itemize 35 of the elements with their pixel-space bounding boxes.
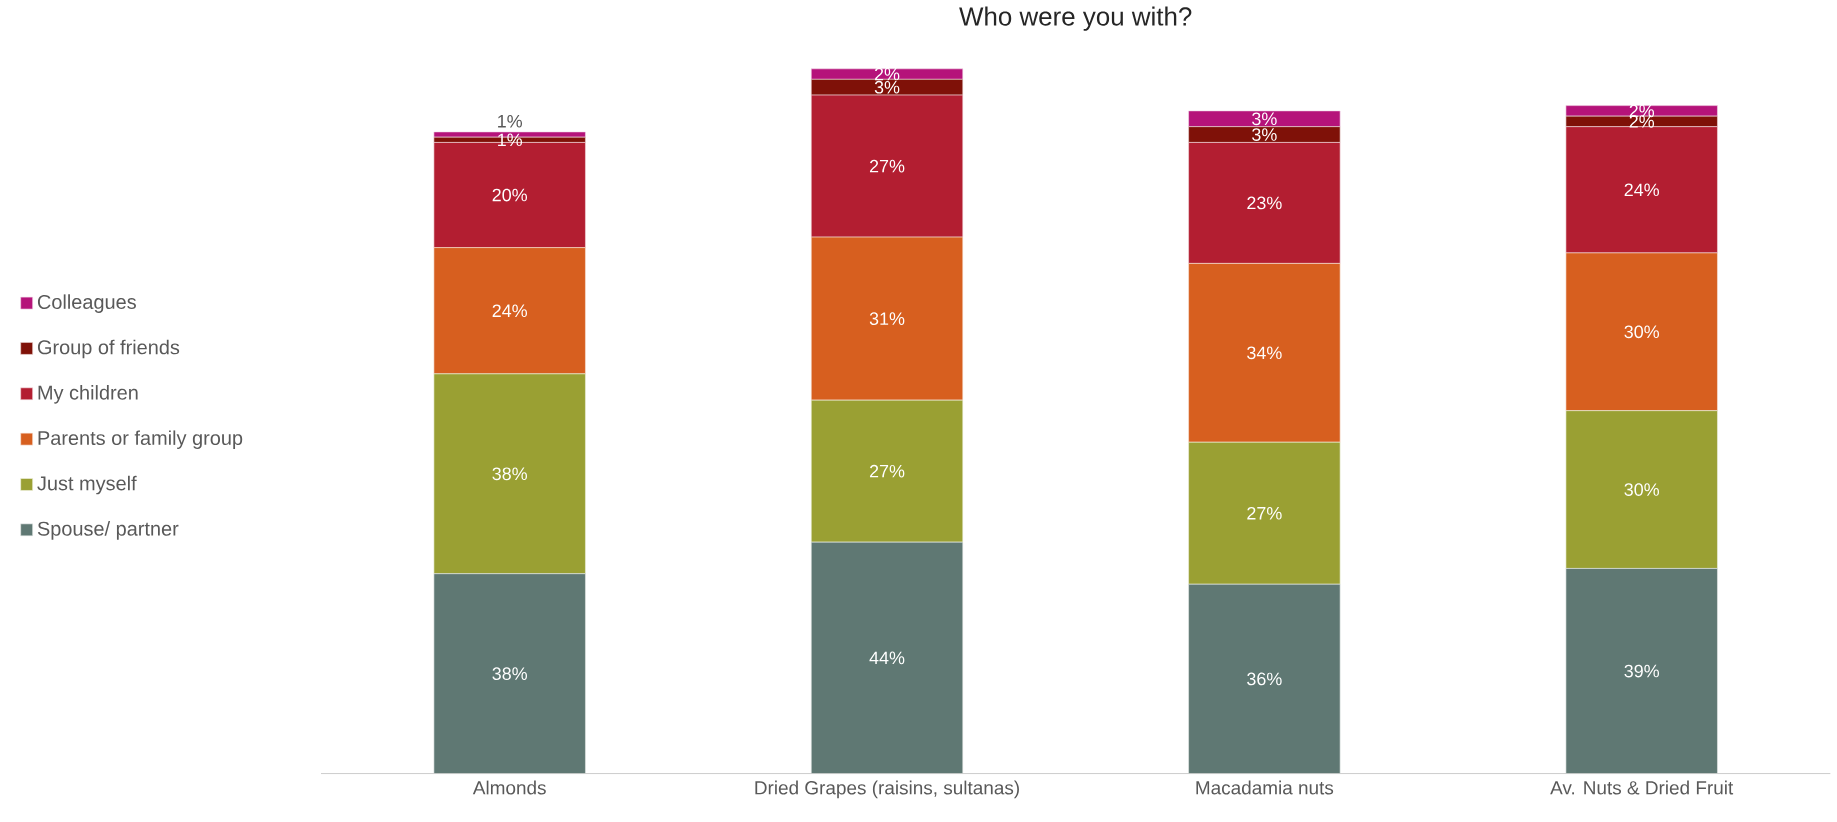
data-label: 44% <box>869 651 905 664</box>
data-label: 34% <box>1247 346 1282 359</box>
legend-label: Group of friends <box>37 339 180 359</box>
data-label: 24% <box>492 304 528 317</box>
data-label: 36% <box>1247 672 1282 686</box>
data-label: 24% <box>1624 183 1660 196</box>
data-label: 38% <box>492 667 528 680</box>
data-label: 31% <box>869 312 905 325</box>
data-label: 20% <box>492 188 528 202</box>
chart-title: Who were you with? <box>959 6 1192 31</box>
x-tick-label: Av. Nuts & Dried Fruit <box>1550 780 1734 795</box>
x-tick-label: Macadamia nuts <box>1196 780 1334 795</box>
legend-label: Spouse/ partner <box>37 520 179 540</box>
data-label: 3% <box>874 80 900 94</box>
data-label: 1% <box>498 114 523 128</box>
bar <box>1188 110 1341 127</box>
legend-label: Parents or family group <box>38 430 243 449</box>
data-label: 2% <box>1629 104 1655 117</box>
data-label: 30% <box>1624 325 1660 338</box>
data-label: 23% <box>1247 196 1282 210</box>
data-label: 27% <box>869 464 905 478</box>
data-label: 39% <box>1624 664 1660 678</box>
data-label: 27% <box>1247 506 1282 520</box>
legend-label: Just myself <box>37 475 137 495</box>
data-label: 30% <box>1624 483 1660 496</box>
legend-label: Colleagues <box>37 294 136 313</box>
data-label: 38% <box>492 467 528 480</box>
data-label: 3% <box>1252 112 1277 125</box>
data-label: 2% <box>874 67 900 81</box>
bar <box>810 68 964 80</box>
x-tick-label: Almonds <box>472 780 546 795</box>
legend-label: My children <box>38 384 138 404</box>
data-label: 3% <box>1252 127 1277 141</box>
data-label: 27% <box>869 159 905 173</box>
x-tick-label: Dried Grapes (raisins, sultanas) <box>755 780 1019 799</box>
